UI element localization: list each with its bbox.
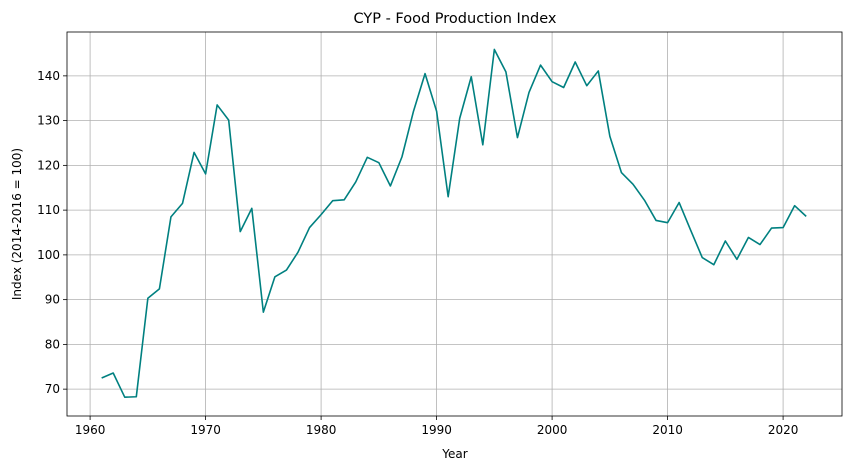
x-tick-label: 2010 — [652, 423, 683, 437]
x-tick-label: 1960 — [75, 423, 106, 437]
y-tick-label: 130 — [37, 114, 60, 128]
y-tick-label: 90 — [45, 293, 60, 307]
x-axis: 1960 1970 1980 1990 2000 2010 2020 — [75, 416, 799, 437]
y-tick-label: 70 — [45, 382, 60, 396]
y-tick-label: 100 — [37, 248, 60, 262]
series-line — [101, 48, 807, 398]
x-tick-label: 1990 — [421, 423, 452, 437]
y-axis-title: Index (2014-2016 = 100) — [10, 148, 24, 300]
plot-area-frame — [66, 31, 843, 417]
y-tick-label: 140 — [37, 69, 60, 83]
x-axis-title: Year — [441, 447, 467, 461]
y-axis: 70 80 90 100 110 120 130 140 — [37, 69, 67, 396]
y-tick-label: 120 — [37, 158, 60, 172]
x-tick-label: 1980 — [306, 423, 337, 437]
chart-title: CYP - Food Production Index — [354, 11, 557, 27]
y-tick-label: 110 — [37, 203, 60, 217]
x-tick-label: 1970 — [190, 423, 221, 437]
x-tick-label: 2020 — [768, 423, 799, 437]
x-tick-label: 2000 — [537, 423, 568, 437]
y-tick-label: 80 — [45, 337, 60, 351]
grid-lines — [67, 32, 842, 416]
